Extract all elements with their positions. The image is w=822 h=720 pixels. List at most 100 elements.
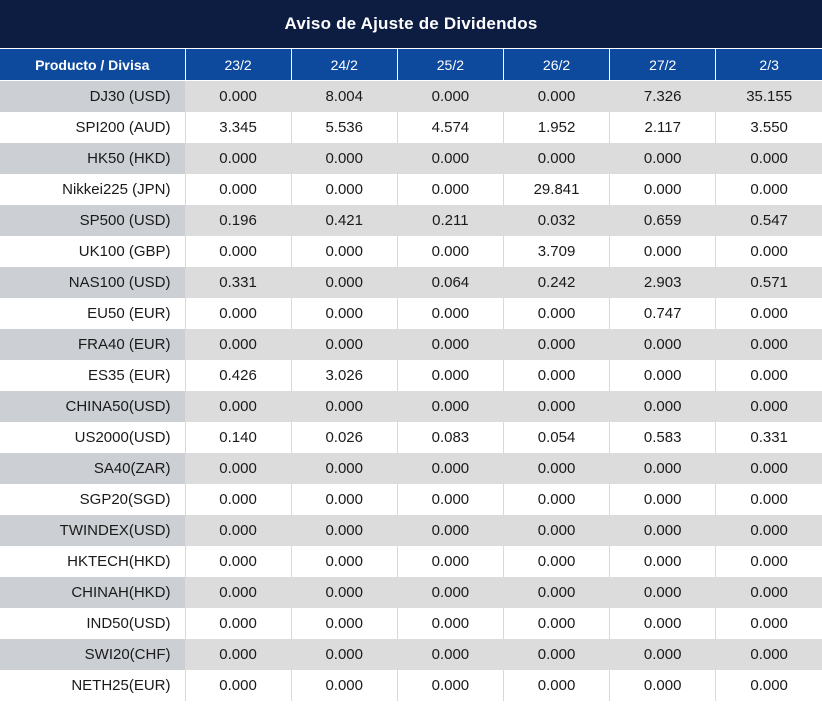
product-cell: IND50(USD) — [0, 608, 185, 639]
value-cell: 0.000 — [396, 80, 504, 112]
product-cell: HKTECH(HKD) — [0, 546, 185, 577]
value-cell: 0.000 — [290, 391, 398, 422]
value-cell: 0.000 — [290, 577, 398, 608]
value-cell: 0.000 — [290, 298, 398, 329]
product-cell: EU50 (EUR) — [0, 298, 185, 329]
product-cell: FRA40 (EUR) — [0, 329, 185, 360]
value-cell: 0.083 — [396, 422, 504, 453]
value-cell: 0.000 — [715, 670, 822, 701]
table-row: US2000(USD) 0.140 0.026 0.083 0.054 0.583 0.33… — [0, 422, 822, 453]
value-cell: 0.000 — [502, 515, 610, 546]
value-cell: 0.000 — [715, 298, 822, 329]
value-cell: 0.000 — [715, 546, 822, 577]
value-cell: 0.000 — [609, 515, 716, 546]
value-cell: 0.242 — [502, 267, 610, 298]
value-cell: 0.747 — [609, 298, 716, 329]
value-cell: 0.000 — [290, 639, 398, 670]
product-cell: CHINAH(HKD) — [0, 577, 185, 608]
product-cell: HK50 (HKD) — [0, 143, 185, 174]
value-cell: 0.331 — [184, 267, 292, 298]
table-row: Nikkei225 (JPN) 0.000 0.000 0.000 29.841 0.00… — [0, 174, 822, 205]
value-cell: 0.000 — [396, 236, 504, 267]
product-cell: SGP20(SGD) — [0, 484, 185, 515]
value-cell: 0.211 — [396, 205, 504, 236]
value-cell: 0.000 — [290, 515, 398, 546]
value-cell: 0.000 — [396, 670, 504, 701]
value-cell: 0.000 — [502, 608, 610, 639]
table-row: CHINAH(HKD) 0.000 0.000 0.000 0.000 0.000 0.00… — [0, 577, 822, 608]
value-cell: 0.659 — [609, 205, 716, 236]
value-cell: 0.000 — [290, 484, 398, 515]
value-cell: 0.000 — [184, 236, 292, 267]
value-cell: 0.000 — [609, 670, 716, 701]
table-header-row: Producto / Divisa 23/2 24/2 25/2 26/2 27/2 2/… — [0, 48, 822, 81]
value-cell: 0.000 — [609, 329, 716, 360]
value-cell: 0.000 — [184, 546, 292, 577]
product-cell: ES35 (EUR) — [0, 360, 185, 391]
page-title: Aviso de Ajuste de Dividendos — [0, 0, 822, 48]
column-header-date: 2/3 — [715, 48, 822, 81]
value-cell: 0.000 — [502, 484, 610, 515]
value-cell: 0.000 — [609, 608, 716, 639]
product-cell: NETH25(EUR) — [0, 670, 185, 701]
table-row: SPI200 (AUD) 3.345 5.536 4.574 1.952 2.117 3.5… — [0, 112, 822, 143]
value-cell: 7.326 — [609, 80, 716, 112]
value-cell: 0.000 — [715, 577, 822, 608]
value-cell: 0.000 — [609, 143, 716, 174]
table-row: FRA40 (EUR) 0.000 0.000 0.000 0.000 0.000 0.00… — [0, 329, 822, 360]
value-cell: 0.000 — [502, 298, 610, 329]
value-cell: 0.331 — [715, 422, 822, 453]
value-cell: 0.000 — [184, 577, 292, 608]
table-row: CHINA50(USD) 0.000 0.000 0.000 0.000 0.000 0.0… — [0, 391, 822, 422]
product-cell: NAS100 (USD) — [0, 267, 185, 298]
value-cell: 0.000 — [502, 80, 610, 112]
value-cell: 0.000 — [715, 391, 822, 422]
value-cell: 0.000 — [609, 577, 716, 608]
value-cell: 3.345 — [184, 112, 292, 143]
product-cell: TWINDEX(USD) — [0, 515, 185, 546]
value-cell: 0.000 — [396, 639, 504, 670]
value-cell: 2.903 — [609, 267, 716, 298]
value-cell: 1.952 — [502, 112, 610, 143]
table-row: DJ30 (USD) 0.000 8.004 0.000 0.000 7.326 35.15… — [0, 80, 822, 112]
value-cell: 0.000 — [502, 546, 610, 577]
table-row: TWINDEX(USD) 0.000 0.000 0.000 0.000 0.000 0.0… — [0, 515, 822, 546]
value-cell: 0.000 — [396, 577, 504, 608]
value-cell: 2.117 — [609, 112, 716, 143]
value-cell: 0.000 — [184, 329, 292, 360]
value-cell: 0.000 — [609, 639, 716, 670]
product-cell: US2000(USD) — [0, 422, 185, 453]
value-cell: 0.000 — [609, 546, 716, 577]
value-cell: 0.000 — [396, 453, 504, 484]
value-cell: 35.155 — [715, 80, 822, 112]
product-cell: UK100 (GBP) — [0, 236, 185, 267]
table-row: HKTECH(HKD) 0.000 0.000 0.000 0.000 0.000 0.00… — [0, 546, 822, 577]
value-cell: 0.000 — [715, 236, 822, 267]
value-cell: 0.000 — [184, 670, 292, 701]
column-header-product: Producto / Divisa — [0, 48, 185, 81]
value-cell: 0.054 — [502, 422, 610, 453]
value-cell: 0.000 — [290, 143, 398, 174]
value-cell: 0.571 — [715, 267, 822, 298]
value-cell: 0.000 — [396, 143, 504, 174]
value-cell: 0.000 — [396, 546, 504, 577]
column-header-date: 25/2 — [396, 48, 504, 81]
value-cell: 0.421 — [290, 205, 398, 236]
value-cell: 0.000 — [502, 391, 610, 422]
value-cell: 0.000 — [715, 329, 822, 360]
value-cell: 0.000 — [715, 515, 822, 546]
value-cell: 0.000 — [502, 639, 610, 670]
value-cell: 0.000 — [290, 236, 398, 267]
table-row: IND50(USD) 0.000 0.000 0.000 0.000 0.000 0.000 — [0, 608, 822, 639]
value-cell: 0.000 — [609, 453, 716, 484]
product-cell: SA40(ZAR) — [0, 453, 185, 484]
value-cell: 0.547 — [715, 205, 822, 236]
column-header-date: 23/2 — [184, 48, 292, 81]
value-cell: 0.000 — [184, 143, 292, 174]
table-body: DJ30 (USD) 0.000 8.004 0.000 0.000 7.326 35.15… — [0, 80, 822, 701]
value-cell: 0.000 — [502, 360, 610, 391]
product-cell: SWI20(CHF) — [0, 639, 185, 670]
value-cell: 3.709 — [502, 236, 610, 267]
value-cell: 0.000 — [184, 298, 292, 329]
